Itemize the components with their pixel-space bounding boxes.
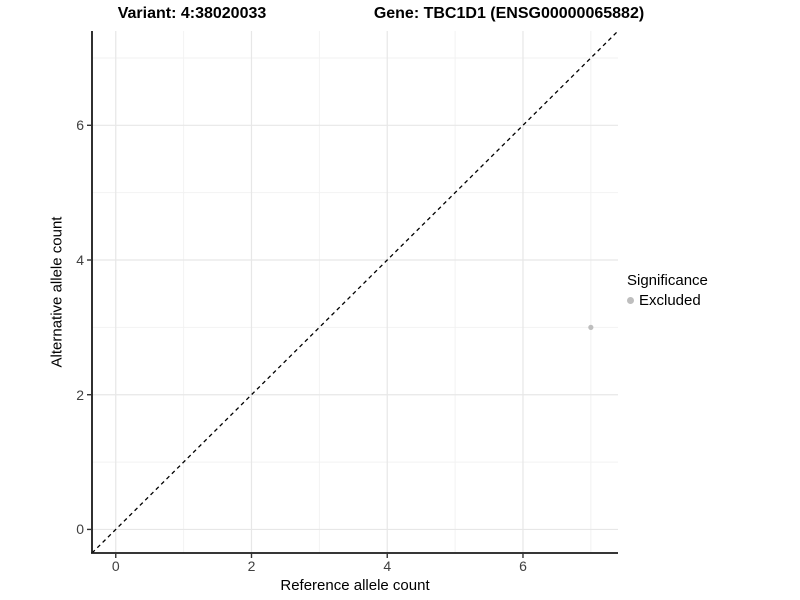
x-tick-label: 2: [247, 558, 256, 574]
variant-title: Variant: 4:38020033: [117, 5, 267, 22]
x-tick-label: 0: [111, 558, 120, 574]
y-tick-label: 4: [76, 252, 84, 268]
legend-title: Significance: [627, 272, 708, 289]
x-tick-label: 4: [383, 558, 392, 574]
data-point-excluded: [588, 324, 594, 330]
x-axis-title: Reference allele count: [280, 577, 430, 594]
plot-area: [87, 31, 619, 558]
y-tick-label: 2: [76, 386, 84, 403]
legend-entry-excluded: Excluded: [627, 292, 800, 309]
gene-title: Gene: TBC1D1 (ENSG00000065882): [373, 5, 645, 22]
excluded-point-swatch: [627, 297, 634, 304]
y-tick-labels: 0 2 4 6: [0, 31, 84, 561]
x-tick-label: 6: [519, 558, 527, 574]
legend: Significance Excluded: [627, 272, 800, 309]
y-tick-label: 0: [76, 521, 84, 538]
identity-dashed-line: [91, 31, 619, 554]
legend-entry-label: Excluded: [639, 292, 701, 309]
y-tick-label: 6: [76, 117, 84, 134]
x-tick-labels: 0 2 4 6: [86, 558, 620, 576]
